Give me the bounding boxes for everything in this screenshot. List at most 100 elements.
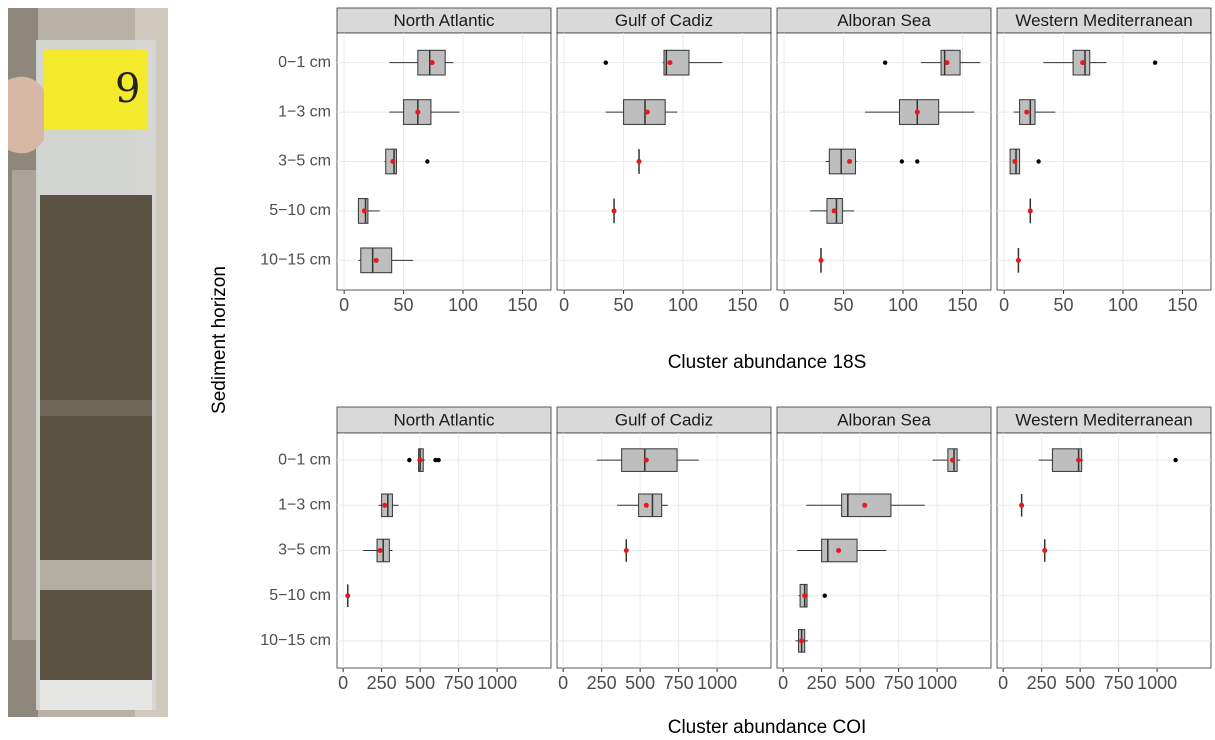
mean xyxy=(345,593,351,599)
mean xyxy=(429,60,435,66)
outlier xyxy=(425,159,430,164)
x-tick-label: 0 xyxy=(779,295,789,315)
x-tick-label: 100 xyxy=(888,295,918,315)
outlier xyxy=(915,159,920,164)
outlier xyxy=(436,457,441,463)
y-tick-label: 0−1 cm xyxy=(278,451,331,468)
mean xyxy=(802,593,808,599)
outlier xyxy=(433,457,438,463)
x-tick-label: 150 xyxy=(1167,295,1197,315)
mean xyxy=(643,457,649,463)
box xyxy=(621,448,678,472)
outlier xyxy=(407,457,412,463)
outlier xyxy=(882,60,888,65)
x-tick-label: 0 xyxy=(998,673,1008,693)
x-axis-title: Cluster abundance 18S xyxy=(668,352,867,373)
mean xyxy=(623,548,629,553)
x-tick-label: 250 xyxy=(807,673,837,693)
x-tick-label: 150 xyxy=(727,295,757,315)
box xyxy=(360,247,393,274)
x-tick-label: 100 xyxy=(448,295,478,315)
mean xyxy=(361,208,367,214)
mean xyxy=(944,60,950,66)
x-tick-label: 0 xyxy=(338,673,348,693)
x-tick-label: 100 xyxy=(1108,295,1138,315)
box xyxy=(940,49,961,76)
strip xyxy=(556,406,772,434)
mean xyxy=(636,159,642,164)
facet-title: Gulf of Cadiz xyxy=(615,410,713,429)
core-photo: 9 xyxy=(8,8,168,717)
x-tick-label: 100 xyxy=(668,295,698,315)
mean xyxy=(382,502,388,508)
y-tick-label: 3−5 cm xyxy=(278,153,331,170)
x-tick-label: 150 xyxy=(947,295,977,315)
x-tick-label: 50 xyxy=(834,295,854,315)
mean xyxy=(818,257,824,263)
mean xyxy=(799,638,805,644)
x-tick-label: 1000 xyxy=(1137,673,1177,693)
outlier xyxy=(603,60,608,65)
x-tick-label: 500 xyxy=(1065,673,1095,693)
mean xyxy=(667,60,673,66)
x-tick-label: 150 xyxy=(507,295,537,315)
mean xyxy=(1015,257,1021,263)
y-tick-label: 10−15 cm xyxy=(260,252,331,269)
mean xyxy=(847,159,853,164)
x-tick-label: 50 xyxy=(614,295,634,315)
y-tick-label: 1−3 cm xyxy=(278,497,331,514)
mean xyxy=(1019,502,1025,508)
x-tick-label: 1000 xyxy=(917,673,957,693)
y-tick-label: 5−10 cm xyxy=(269,202,331,219)
facet-title: Alboran Sea xyxy=(837,410,931,429)
y-tick-label: 10−15 cm xyxy=(260,632,331,649)
mean xyxy=(611,208,617,214)
x-tick-label: 750 xyxy=(444,673,474,693)
photo-label: 9 xyxy=(115,66,140,112)
mean xyxy=(373,257,379,263)
mean xyxy=(1012,159,1018,164)
y-tick-label: 5−10 cm xyxy=(269,587,331,604)
outlier xyxy=(1036,159,1041,164)
mean xyxy=(836,548,842,553)
mean xyxy=(1024,109,1030,115)
strip xyxy=(336,7,552,34)
x-axis-title: Cluster abundance COI xyxy=(668,717,867,738)
mean xyxy=(1076,457,1082,463)
facet-title: Western Mediterranean xyxy=(1015,11,1192,30)
mean xyxy=(1080,60,1086,66)
mean xyxy=(417,457,423,463)
mean xyxy=(390,159,396,164)
box xyxy=(638,493,663,518)
x-tick-label: 750 xyxy=(664,673,694,693)
strip xyxy=(336,406,552,434)
mean xyxy=(377,548,383,553)
x-tick-label: 750 xyxy=(884,673,914,693)
x-tick-label: 500 xyxy=(845,673,875,693)
facet-title: Alboran Sea xyxy=(837,11,931,30)
mean xyxy=(643,502,649,508)
strip xyxy=(996,7,1212,34)
x-tick-label: 1000 xyxy=(697,673,737,693)
x-tick-label: 250 xyxy=(1027,673,1057,693)
outlier xyxy=(822,593,827,598)
mean xyxy=(950,457,956,463)
y-tick-label: 3−5 cm xyxy=(278,542,331,559)
facet-title: North Atlantic xyxy=(393,11,495,30)
x-tick-label: 50 xyxy=(394,295,414,315)
mean xyxy=(831,208,837,214)
x-tick-label: 250 xyxy=(587,673,617,693)
outlier xyxy=(1173,457,1178,463)
mean xyxy=(1042,548,1048,553)
strip xyxy=(776,7,992,34)
x-tick-label: 500 xyxy=(405,673,435,693)
x-tick-label: 0 xyxy=(559,295,569,315)
x-tick-label: 0 xyxy=(558,673,568,693)
mean xyxy=(862,502,868,508)
outlier xyxy=(899,159,905,164)
x-tick-label: 0 xyxy=(339,295,349,315)
x-tick-label: 750 xyxy=(1104,673,1134,693)
facet-title: Gulf of Cadiz xyxy=(615,11,713,30)
x-tick-label: 250 xyxy=(367,673,397,693)
box xyxy=(1051,448,1083,472)
